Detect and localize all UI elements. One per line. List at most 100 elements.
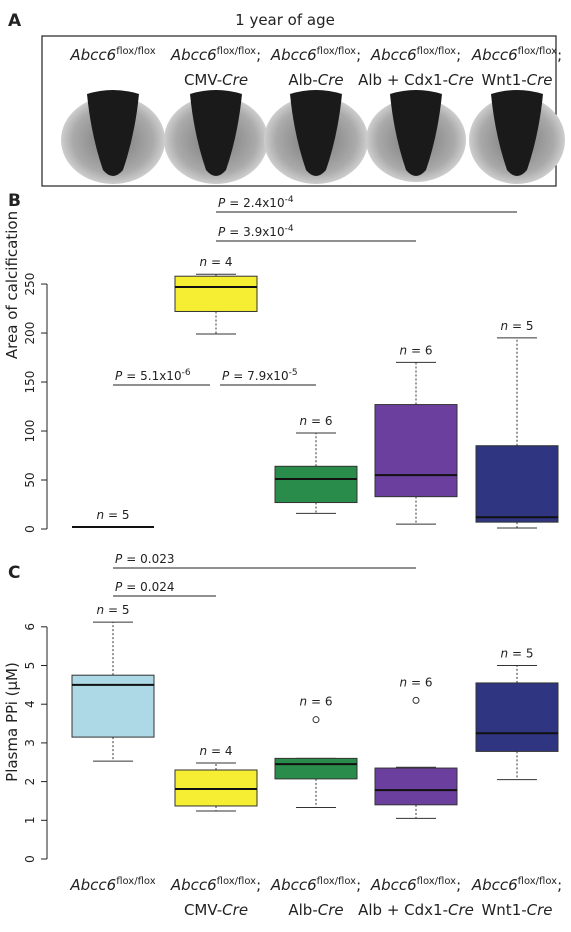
box [475,445,559,523]
separator: ; [456,46,461,64]
n-symbol: n [199,744,207,758]
n-symbol: n [299,695,307,709]
separator: ; [557,46,562,64]
allele: flox/flox [417,876,457,887]
n-label: n = 6 [399,675,432,689]
separator: ; [356,876,361,894]
n-value: = 5 [108,603,130,617]
y-axis-title: Plasma PPi (µM) [3,662,21,782]
cre: Cre [222,71,248,89]
y-tick-label: 3 [23,739,37,747]
genotype-label: CMV-Cre [184,71,248,89]
n-label: n = 5 [500,647,533,661]
p-value: = 7.9x10 [233,369,288,383]
n-label: n = 5 [500,319,533,333]
n-symbol: n [399,343,407,357]
genotype-label: Abcc6flox/flox; [270,876,361,894]
genotype-label: Abcc6flox/flox; [170,46,261,64]
p-label: P = 3.9x10-4 [218,224,294,239]
n-value: = 5 [108,508,130,522]
n-value: = 5 [512,319,534,333]
separator: ; [256,46,261,64]
panel-title: 1 year of age [235,11,335,29]
cre: Cre [527,901,553,919]
driver: Alb + Cdx1- [358,901,448,919]
p-label: P = 5.1x10-6 [115,368,191,383]
cre: Cre [527,71,553,89]
n-value: = 5 [512,647,534,661]
driver: Wnt1- [481,71,526,89]
n-value: = 6 [311,414,333,428]
outlier [412,696,420,704]
driver: Alb- [288,901,317,919]
n-label: n = 6 [299,414,332,428]
y-tick-label: 100 [23,420,37,443]
p-exponent: -6 [182,368,191,378]
y-tick-label: 5 [23,662,37,670]
n-label: n = 5 [96,603,129,617]
gene: Abcc6 [69,46,116,64]
separator: ; [557,876,562,894]
genotype-label: CMV-Cre [184,901,248,919]
gene: Abcc6 [69,876,116,894]
y-tick-label: 2 [23,778,37,786]
p-value: = 3.9x10 [229,225,284,239]
driver: Alb- [288,71,317,89]
y-tick-label: 4 [23,700,37,708]
box [174,275,258,312]
y-tick-label: 50 [23,472,37,487]
n-value: = 6 [411,343,433,357]
y-tick-label: 1 [23,816,37,824]
p-symbol: P [115,580,123,594]
genotype-label: Abcc6flox/flox; [270,46,361,64]
n-value: = 4 [211,744,233,758]
p-label: P = 0.024 [115,580,174,594]
y-tick-label: 150 [23,371,37,394]
p-value: = 0.024 [126,580,174,594]
y-tick-label: 0 [23,525,37,533]
gene: Abcc6 [270,876,317,894]
n-label: n = 4 [199,255,232,269]
separator: ; [356,46,361,64]
genotype-label: Abcc6flox/flox; [471,46,562,64]
gene: Abcc6 [471,46,518,64]
cre: Cre [318,71,344,89]
box [374,767,458,806]
genotype-label: Abcc6flox/flox; [471,876,562,894]
y-tick-label: 0 [23,855,37,863]
y-tick-label: 250 [23,273,37,296]
p-label: P = 0.023 [115,552,174,566]
allele: flox/flox [417,46,457,57]
allele: flox/flox [217,876,257,887]
allele: flox/flox [317,876,357,887]
driver: CMV- [184,71,222,89]
box [274,465,358,504]
allele: flox/flox [217,46,257,57]
genotype-label: Alb-Cre [288,901,343,919]
p-symbol: P [218,225,226,239]
genotype-label: Wnt1-Cre [481,71,552,89]
gene: Abcc6 [170,46,217,64]
y-tick-label: 6 [23,623,37,631]
genotype-label: Abcc6flox/flox [69,46,155,64]
n-symbol: n [500,319,508,333]
p-symbol: P [115,369,123,383]
panel-label: B [8,191,21,211]
n-symbol: n [500,647,508,661]
p-value: = 2.4x10 [229,196,284,210]
cre: Cre [448,71,474,89]
cre: Cre [318,901,344,919]
genotype-label: Abcc6flox/flox; [370,876,461,894]
gene: Abcc6 [170,876,217,894]
p-label: P = 7.9x10-5 [222,368,298,383]
p-exponent: -5 [289,368,298,378]
cre: Cre [448,901,474,919]
n-symbol: n [299,414,307,428]
p-symbol: P [115,552,123,566]
n-symbol: n [96,508,104,522]
p-value: = 0.023 [126,552,174,566]
genotype-label: Alb + Cdx1-Cre [358,901,474,919]
p-symbol: P [218,196,226,210]
n-label: n = 6 [399,343,432,357]
gene: Abcc6 [370,46,417,64]
